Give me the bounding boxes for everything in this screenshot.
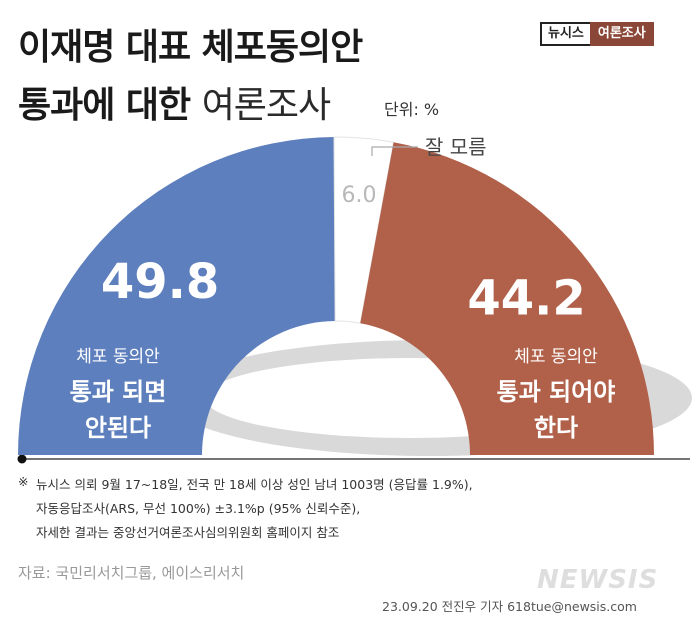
label-disagree-line-1: 통과 되면 xyxy=(70,378,167,406)
author-credit: 23.09.20 전진우 기자 618tue@newsis.com xyxy=(382,599,637,614)
chart-title-line-1: 이재명 대표 체포동의안 xyxy=(18,27,363,68)
chart-title-line-2: 통과에 대한 여론조사 xyxy=(18,76,331,128)
badge-newsis: 뉴시스 xyxy=(540,22,592,46)
donut-segment-agree xyxy=(360,142,654,456)
label-agree-small: 체포 동의안 xyxy=(514,347,598,367)
footnote-mark: ※ xyxy=(18,474,29,489)
footnote-line-2: 자동응답조사(ARS, 무선 100%) ±3.1%p (95% 신뢰수준), xyxy=(36,501,361,516)
newsis-watermark: NEWSIS xyxy=(537,565,659,595)
donut-segment-unknown xyxy=(333,136,395,324)
value-label-disagree: 49.8 xyxy=(101,254,219,310)
label-disagree-line-2: 안된다 xyxy=(85,414,151,442)
value-label-agree: 44.2 xyxy=(467,270,585,326)
chart-title-bold: 통과에 대한 xyxy=(18,85,191,126)
newsis-poll-badge: 뉴시스 여론조사 xyxy=(540,22,654,46)
label-agree-line-2: 한다 xyxy=(534,414,578,442)
label-agree-line-1: 통과 되어야 xyxy=(497,378,616,406)
baseline-dot xyxy=(17,454,27,464)
donut-segment-disagree xyxy=(18,137,336,455)
label-unknown: 잘 모름 xyxy=(425,135,487,159)
badge-poll: 여론조사 xyxy=(589,22,654,46)
data-source: 자료: 국민리서치그룹, 에이스리서치 xyxy=(18,564,245,582)
chart-title-light: 여론조사 xyxy=(201,85,331,126)
label-disagree-small: 체포 동의안 xyxy=(76,347,160,367)
unit-label: 단위: % xyxy=(384,100,440,119)
unknown-leader-line xyxy=(371,146,418,156)
footnote-line-3: 자세한 결과는 중앙선거여론조사심의위원회 홈페이지 참조 xyxy=(36,525,340,540)
footnote-line-1: 뉴시스 의뢰 9월 17~18일, 전국 만 18세 이상 성인 남녀 1003… xyxy=(36,477,473,492)
value-label-unknown: 6.0 xyxy=(342,183,377,208)
